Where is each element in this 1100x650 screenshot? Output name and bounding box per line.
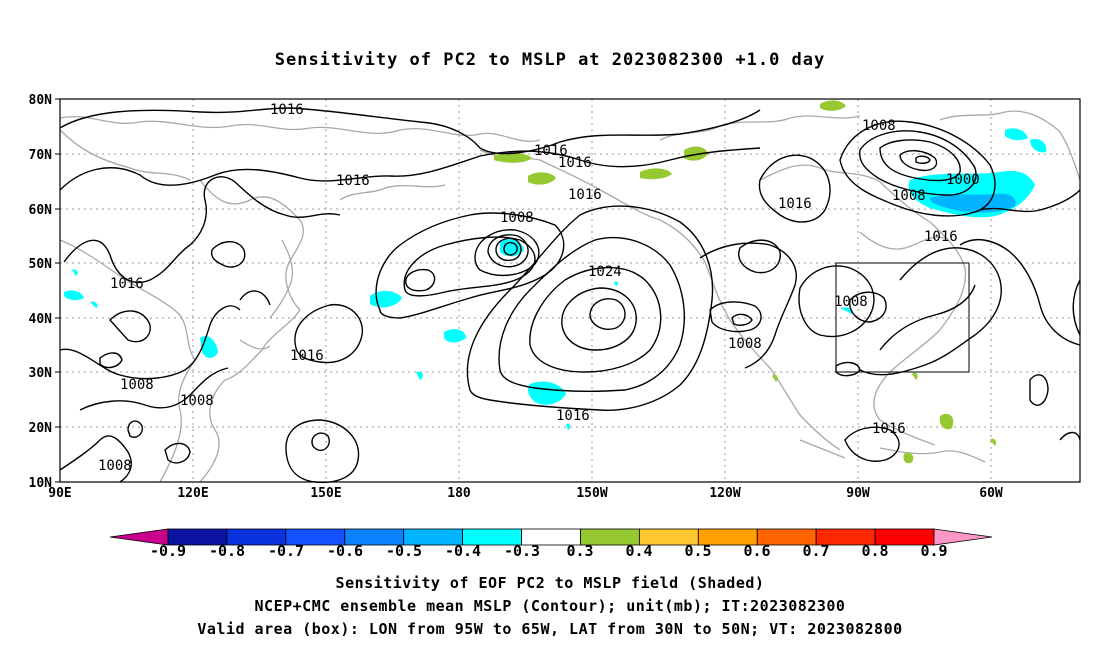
footer-caption-shading: Sensitivity of EOF PC2 to MSLP field (Sh… xyxy=(335,574,765,592)
lat-tick-label: 10N xyxy=(29,476,53,491)
contour-label: 1016 xyxy=(556,408,590,424)
latitude-axis: 80N 70N 60N 50N 40N 30N 20N 10N xyxy=(29,93,53,491)
colorbar-labels: -0.9 -0.8 -0.7 -0.6 -0.5 -0.4 -0.3 0.3 0… xyxy=(150,542,948,560)
lon-tick-label: 90W xyxy=(846,486,870,501)
valid-area-box xyxy=(835,262,970,373)
contour-label: 1008 xyxy=(120,377,154,393)
longitude-axis: 90E 120E 150E 180 150W 120W 90W 60W xyxy=(48,486,1003,501)
contour-label: 1016 xyxy=(110,276,144,292)
contour-label: 1016 xyxy=(872,421,906,437)
contour-label: 1008 xyxy=(834,294,868,310)
colorbar-label: -0.9 xyxy=(150,542,186,560)
lat-tick-label: 70N xyxy=(29,148,53,163)
axis-ticks xyxy=(55,98,60,483)
lat-tick-label: 40N xyxy=(29,312,53,327)
colorbar xyxy=(109,528,993,546)
map-title: Sensitivity of PC2 to MSLP at 2023082300… xyxy=(274,50,826,70)
map-frame xyxy=(59,98,1081,483)
contour-label: 1008 xyxy=(500,210,534,226)
lon-tick-label: 120W xyxy=(709,486,740,501)
mslp-contours xyxy=(59,107,1081,484)
colorbar-label: -0.6 xyxy=(327,542,363,560)
coastlines xyxy=(59,110,1081,483)
contour-label: 1008 xyxy=(862,118,896,134)
lon-tick-label: 150W xyxy=(576,486,607,501)
contour-label-group: 1016 1016 1016 1016 1016 1016 1016 1016 … xyxy=(98,102,980,474)
lat-tick-label: 60N xyxy=(29,203,53,218)
contour-label: 1000 xyxy=(946,172,980,188)
contour-label: 1016 xyxy=(558,155,592,171)
colorbar-label: -0.5 xyxy=(386,542,422,560)
contour-label: 1008 xyxy=(892,188,926,204)
lat-tick-label: 50N xyxy=(29,257,53,272)
contour-label: 1024 xyxy=(588,264,622,280)
lon-tick-label: 150E xyxy=(310,486,341,501)
contour-label: 1008 xyxy=(180,393,214,409)
lat-tick-label: 80N xyxy=(29,93,53,108)
contour-label: 1008 xyxy=(98,458,132,474)
contour-label: 1016 xyxy=(290,348,324,364)
map-panel: 1016 1016 1016 1016 1016 1016 1016 1016 … xyxy=(29,93,1081,501)
lat-tick-label: 20N xyxy=(29,421,53,436)
contour-label: 1008 xyxy=(728,336,762,352)
lon-tick-label: 90E xyxy=(48,486,71,501)
colorbar-label: -0.7 xyxy=(268,542,304,560)
colorbar-label: 0.6 xyxy=(743,542,770,560)
colorbar-label: 0.8 xyxy=(861,542,888,560)
sensitivity-shading xyxy=(64,100,1047,464)
colorbar-label: 0.7 xyxy=(802,542,829,560)
colorbar-max-arrow xyxy=(933,528,993,546)
lon-tick-label: 120E xyxy=(177,486,208,501)
colorbar-label: 0.9 xyxy=(920,542,947,560)
lat-tick-label: 30N xyxy=(29,366,53,381)
colorbar-label: 0.4 xyxy=(625,542,652,560)
contour-label: 1016 xyxy=(924,229,958,245)
contour-label: 1016 xyxy=(336,173,370,189)
contour-label: 1016 xyxy=(534,143,568,159)
colorbar-label: 0.3 xyxy=(566,542,593,560)
colorbar-label: -0.8 xyxy=(209,542,245,560)
contour-label: 1016 xyxy=(270,102,304,118)
lon-tick-label: 180 xyxy=(447,486,471,501)
contour-label: 1016 xyxy=(778,196,812,212)
lon-tick-label: 60W xyxy=(979,486,1003,501)
colorbar-label: -0.4 xyxy=(445,542,481,560)
colorbar-label: 0.5 xyxy=(684,542,711,560)
contour-label: 1016 xyxy=(568,187,602,203)
colorbar-label: -0.3 xyxy=(504,542,540,560)
footer-caption-contour: NCEP+CMC ensemble mean MSLP (Contour); u… xyxy=(254,597,846,615)
footer-caption-valid-area: Valid area (box): LON from 95W to 65W, L… xyxy=(197,620,903,638)
